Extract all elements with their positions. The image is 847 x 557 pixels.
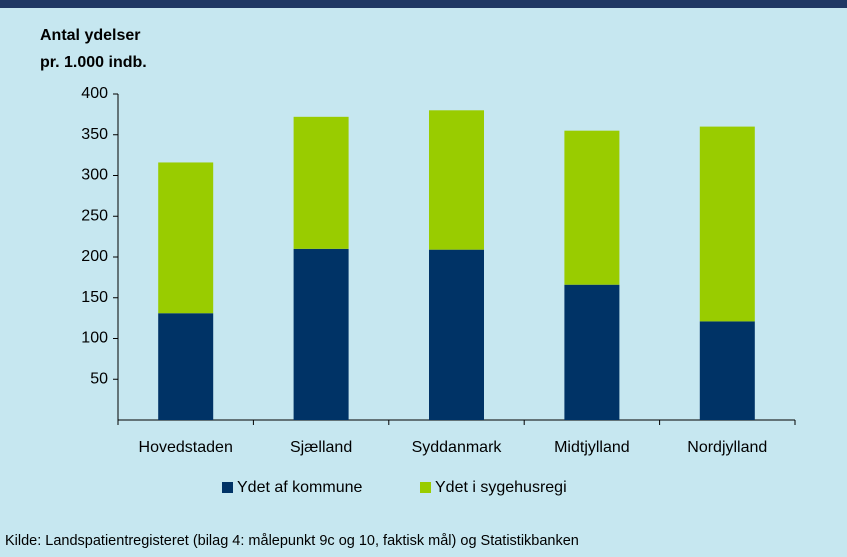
bar-segment: [564, 284, 620, 420]
bar-segment: [158, 313, 214, 420]
legend-swatch: [222, 482, 233, 493]
legend-label: Ydet i sygehusregi: [435, 479, 567, 496]
y-tick-label: 300: [81, 167, 108, 184]
bar-segment: [429, 110, 484, 250]
bar-segment: [158, 162, 214, 314]
bar-segment: [429, 249, 484, 420]
bar-segment: [699, 321, 755, 420]
x-tick-label: Syddanmark: [412, 439, 503, 456]
y-axis-label: pr. 1.000 indb.: [40, 54, 147, 71]
x-tick-label: Nordjylland: [687, 439, 767, 456]
top-band: [0, 0, 847, 8]
y-tick-label: 200: [81, 248, 108, 265]
x-tick-label: Midtjylland: [554, 439, 630, 456]
y-tick-label: 400: [81, 85, 108, 102]
y-tick-label: 50: [90, 370, 108, 387]
bar-segment: [564, 130, 620, 285]
y-tick-label: 150: [81, 289, 108, 306]
source-note: Kilde: Landspatientregisteret (bilag 4: …: [5, 533, 579, 549]
legend-swatch: [420, 482, 431, 493]
y-tick-label: 100: [81, 330, 108, 347]
y-tick-label: 250: [81, 207, 108, 224]
y-axis-label: Antal ydelser: [40, 27, 140, 44]
bar-segment: [293, 116, 349, 249]
x-tick-label: Sjælland: [290, 439, 352, 456]
bar-segment: [293, 248, 349, 420]
x-tick-label: Hovedstaden: [139, 439, 233, 456]
bar-segment: [699, 126, 755, 322]
legend-label: Ydet af kommune: [237, 479, 363, 496]
y-tick-label: 350: [81, 126, 108, 143]
